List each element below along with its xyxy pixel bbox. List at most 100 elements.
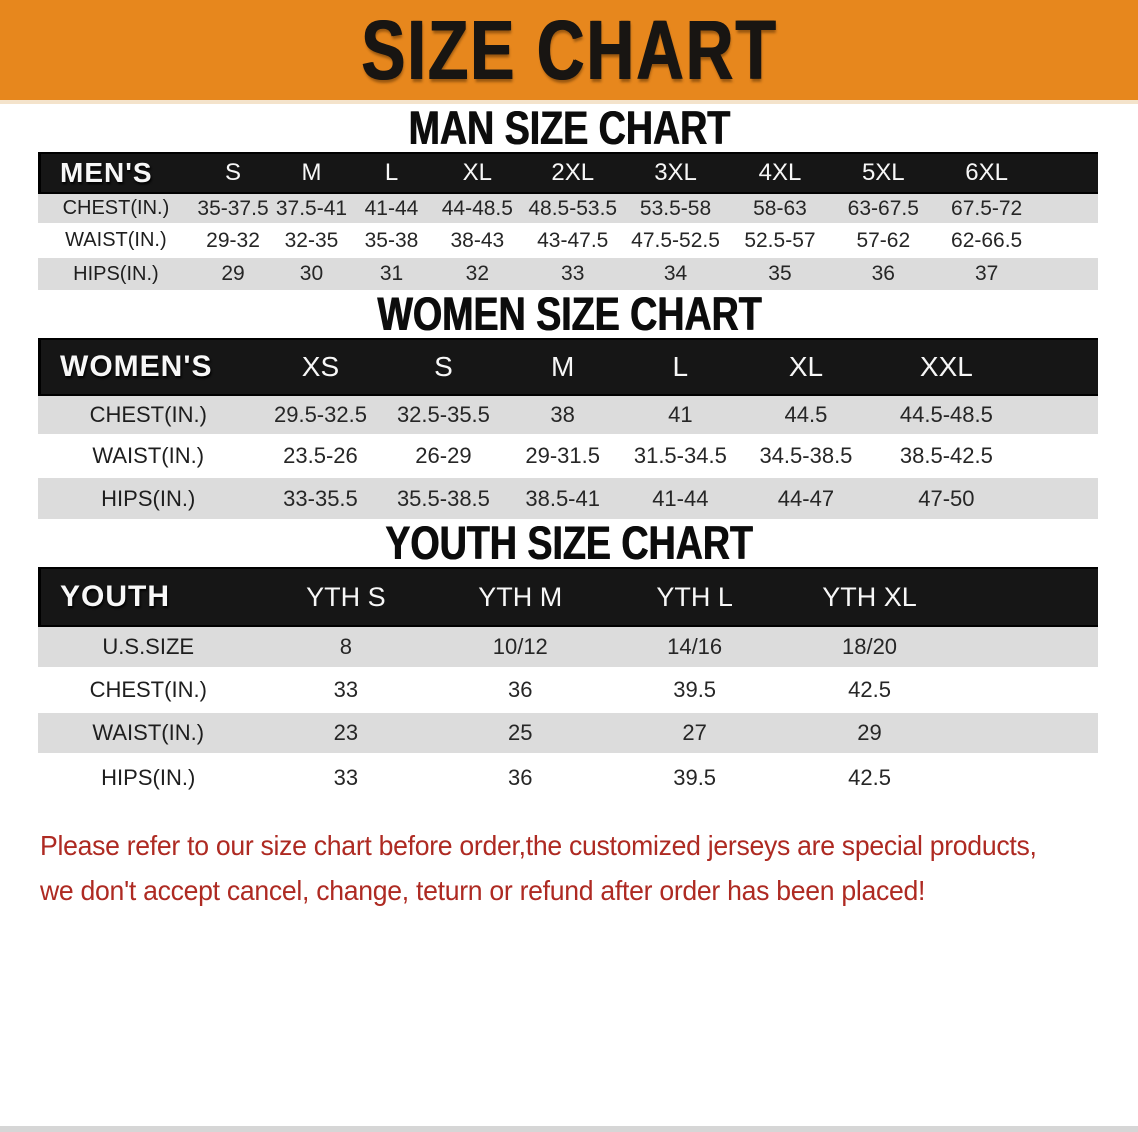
- bottom-edge-strip: [0, 1126, 1138, 1132]
- youth-chest-row-label: CHEST(IN.): [38, 670, 259, 713]
- youth-waist-row: WAIST(IN.) 23 25 27 29: [38, 713, 1098, 756]
- youth-waist-row-label: WAIST(IN.): [38, 713, 259, 756]
- women-size-header-xxl: XXL: [872, 338, 1021, 396]
- men-hips-value-l: 31: [350, 258, 433, 290]
- youth-ussize-value-l: 14/16: [607, 627, 783, 670]
- men-chest-value-3xl: 53.5-58: [623, 194, 729, 226]
- youth-hips-row: HIPS(IN.) 33 36 39.5 42.5: [38, 756, 1098, 799]
- men-waist-value-2xl: 43-47.5: [522, 226, 624, 258]
- men-waist-row-label: WAIST(IN.): [38, 226, 194, 258]
- women-size-header-xs: XS: [258, 338, 383, 396]
- men-chest-row-spacer: [1038, 194, 1098, 226]
- women-chest-value-xxl: 44.5-48.5: [872, 396, 1021, 437]
- women-waist-value-xs: 23.5-26: [258, 437, 383, 478]
- women-size-header-s: S: [382, 338, 505, 396]
- youth-size-header-s: YTH S: [258, 567, 434, 627]
- men-waist-value-xl: 38-43: [432, 226, 523, 258]
- men-hips-value-6xl: 37: [934, 258, 1039, 290]
- men-chest-value-4xl: 58-63: [728, 194, 832, 226]
- men-waist-value-3xl: 47.5-52.5: [623, 226, 729, 258]
- youth-hips-value-l: 39.5: [607, 756, 783, 799]
- men-waist-value-l: 35-38: [350, 226, 433, 258]
- women-section-heading: WOMEN SIZE CHART: [0, 290, 1138, 338]
- youth-waist-value-s: 23: [258, 713, 434, 756]
- women-chest-value-l: 41: [620, 396, 740, 437]
- youth-section-heading-text: YOUTH SIZE CHART: [385, 516, 753, 569]
- women-hips-row-spacer: [1020, 478, 1098, 519]
- men-group-label: MEN'S: [38, 152, 194, 194]
- women-hips-value-xs: 33-35.5: [258, 478, 383, 519]
- women-hips-value-l: 41-44: [620, 478, 740, 519]
- women-size-header-m: M: [504, 338, 621, 396]
- men-size-table: MEN'S S M L XL 2XL 3XL 4XL 5XL 6XL CHEST…: [38, 152, 1098, 290]
- women-header-spacer: [1020, 338, 1098, 396]
- women-waist-value-m: 29-31.5: [504, 437, 621, 478]
- men-size-header-s: S: [193, 152, 273, 194]
- youth-ussize-value-s: 8: [258, 627, 434, 670]
- women-chest-row-spacer: [1020, 396, 1098, 437]
- banner-underline: [0, 100, 1138, 104]
- men-chest-value-5xl: 63-67.5: [831, 194, 935, 226]
- men-section-heading-text: MAN SIZE CHART: [408, 101, 730, 154]
- men-header-spacer: [1038, 152, 1098, 194]
- men-chest-value-m: 37.5-41: [272, 194, 351, 226]
- disclaimer-text: Please refer to our size chart before or…: [40, 823, 1138, 913]
- men-chest-value-xl: 44-48.5: [432, 194, 523, 226]
- men-hips-value-m: 30: [272, 258, 351, 290]
- men-header-row: MEN'S S M L XL 2XL 3XL 4XL 5XL 6XL: [38, 152, 1098, 194]
- men-waist-value-s: 29-32: [193, 226, 273, 258]
- youth-waist-value-l: 27: [607, 713, 783, 756]
- women-waist-row: WAIST(IN.) 23.5-26 26-29 29-31.5 31.5-34…: [38, 437, 1098, 478]
- women-waist-value-xl: 34.5-38.5: [739, 437, 873, 478]
- men-chest-row: CHEST(IN.) 35-37.5 37.5-41 41-44 44-48.5…: [38, 194, 1098, 226]
- men-size-header-6xl: 6XL: [934, 152, 1039, 194]
- youth-ussize-value-xl: 18/20: [782, 627, 957, 670]
- youth-ussize-row-label: U.S.SIZE: [38, 627, 259, 670]
- disclaimer-line-1: Please refer to our size chart before or…: [40, 830, 1037, 861]
- youth-hips-value-xl: 42.5: [782, 756, 957, 799]
- women-chest-value-s: 32.5-35.5: [382, 396, 505, 437]
- women-chest-value-m: 38: [504, 396, 621, 437]
- women-waist-value-l: 31.5-34.5: [620, 437, 740, 478]
- youth-size-table: YOUTH YTH S YTH M YTH L YTH XL U.S.SIZE …: [38, 567, 1098, 799]
- men-hips-value-2xl: 33: [522, 258, 624, 290]
- men-hips-row: HIPS(IN.) 29 30 31 32 33 34 35 36 37: [38, 258, 1098, 290]
- disclaimer-line-2: we don't accept cancel, change, teturn o…: [40, 875, 926, 906]
- youth-size-header-l: YTH L: [607, 567, 783, 627]
- men-size-header-5xl: 5XL: [831, 152, 935, 194]
- youth-waist-row-spacer: [956, 713, 1098, 756]
- men-size-header-4xl: 4XL: [728, 152, 832, 194]
- youth-hips-row-label: HIPS(IN.): [38, 756, 259, 799]
- youth-section-heading: YOUTH SIZE CHART: [0, 519, 1138, 567]
- youth-chest-value-m: 36: [433, 670, 608, 713]
- men-section-heading: MAN SIZE CHART: [0, 104, 1138, 152]
- youth-waist-value-xl: 29: [782, 713, 957, 756]
- women-group-label: WOMEN'S: [38, 338, 259, 396]
- youth-hips-row-spacer: [956, 756, 1098, 799]
- men-waist-value-6xl: 62-66.5: [934, 226, 1039, 258]
- men-waist-value-5xl: 57-62: [831, 226, 935, 258]
- men-hips-value-xl: 32: [432, 258, 523, 290]
- banner-title: SIZE CHART: [360, 3, 778, 97]
- youth-hips-value-m: 36: [433, 756, 608, 799]
- youth-ussize-value-m: 10/12: [433, 627, 608, 670]
- youth-hips-value-s: 33: [258, 756, 434, 799]
- size-chart-banner: SIZE CHART: [0, 0, 1138, 100]
- youth-header-spacer: [956, 567, 1098, 627]
- women-header-row: WOMEN'S XS S M L XL XXL: [38, 338, 1098, 396]
- youth-ussize-row: U.S.SIZE 8 10/12 14/16 18/20: [38, 627, 1098, 670]
- women-chest-row: CHEST(IN.) 29.5-32.5 32.5-35.5 38 41 44.…: [38, 396, 1098, 437]
- men-size-header-xl: XL: [432, 152, 523, 194]
- youth-ussize-row-spacer: [956, 627, 1098, 670]
- women-hips-value-s: 35.5-38.5: [382, 478, 505, 519]
- men-hips-value-3xl: 34: [623, 258, 729, 290]
- youth-chest-row: CHEST(IN.) 33 36 39.5 42.5: [38, 670, 1098, 713]
- youth-size-header-m: YTH M: [433, 567, 608, 627]
- youth-chest-row-spacer: [956, 670, 1098, 713]
- youth-header-row: YOUTH YTH S YTH M YTH L YTH XL: [38, 567, 1098, 627]
- men-waist-value-m: 32-35: [272, 226, 351, 258]
- women-size-table: WOMEN'S XS S M L XL XXL CHEST(IN.) 29.5-…: [38, 338, 1098, 519]
- men-hips-value-5xl: 36: [831, 258, 935, 290]
- women-hips-row-label: HIPS(IN.): [38, 478, 259, 519]
